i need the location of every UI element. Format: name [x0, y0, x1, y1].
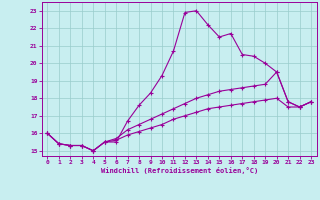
- X-axis label: Windchill (Refroidissement éolien,°C): Windchill (Refroidissement éolien,°C): [100, 167, 258, 174]
